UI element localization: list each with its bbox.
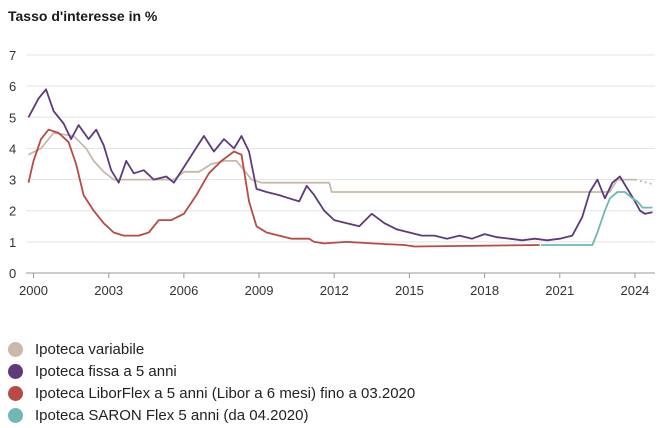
legend: Ipoteca variabile Ipoteca fissa a 5 anni… [8,338,415,426]
legend-label: Ipoteca fissa a 5 anni [35,362,177,380]
x-tick-label: 2015 [395,283,424,298]
legend-swatch-fissa [8,363,23,379]
x-tick-label: 2021 [545,283,574,298]
x-tick-label: 2006 [169,283,198,298]
x-tick-label: 2000 [19,283,48,298]
series-line-2 [27,88,653,242]
y-tick-label: 1 [9,235,16,250]
y-tick-label: 6 [9,79,16,94]
y-tick-label: 4 [9,141,16,156]
x-tick-label: 2003 [94,283,123,298]
legend-item-saron: Ipoteca SARON Flex 5 anni (da 04.2020) [8,404,415,426]
y-tick-label: 3 [9,173,16,188]
series-line-4 [541,191,653,246]
legend-item-liborflex: Ipoteca LiborFlex a 5 anni (Libor a 6 me… [8,382,415,404]
legend-label: Ipoteca variabile [35,340,145,358]
legend-label: Ipoteca LiborFlex a 5 anni (Libor a 6 me… [35,384,416,402]
series-line-3 [27,128,540,248]
legend-label: Ipoteca SARON Flex 5 anni (da 04.2020) [35,406,309,424]
legend-item-variabile: Ipoteca variabile [8,338,415,360]
legend-swatch-saron [8,407,23,423]
y-tick-label: 5 [9,110,16,125]
series-line-0 [28,132,635,193]
legend-item-fissa: Ipoteca fissa a 5 anni [8,360,415,382]
line-chart: 0 1 2 3 4 5 6 7 2000 2003 2006 2009 2012 2015 2018 2021… [9,48,655,298]
legend-swatch-liborflex [8,385,23,401]
x-tick-label: 2024 [620,283,649,298]
x-tick-label: 2009 [245,283,274,298]
y-tick-label: 7 [9,48,16,63]
series-line-1 [634,178,653,186]
legend-swatch-variabile [8,341,23,357]
x-tick-label: 2018 [470,283,499,298]
y-tick-label: 2 [9,204,16,219]
x-tick-label: 2012 [320,283,349,298]
y-tick-label: 0 [9,266,16,281]
chart-title: Tasso d'interesse in % [8,8,158,24]
